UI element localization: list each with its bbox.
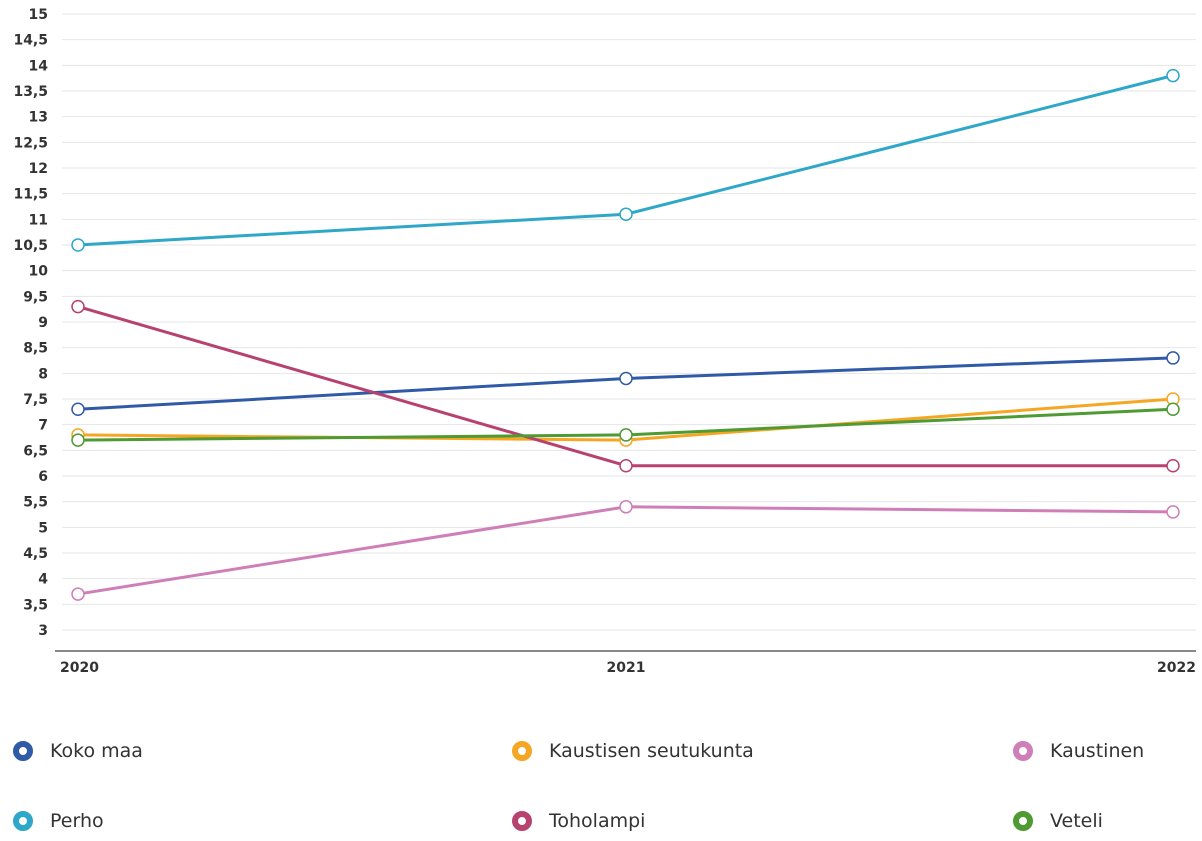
y-tick-label: 11,5 — [13, 187, 48, 203]
series-points — [71, 68, 1180, 601]
series-lines — [76, 74, 1175, 596]
y-tick-label: 13,5 — [13, 84, 48, 100]
x-tick-label: 2020 — [60, 660, 99, 676]
y-tick-label: 7,5 — [23, 392, 48, 408]
y-tick-label: 10 — [29, 264, 49, 280]
legend-label: Veteli — [1050, 810, 1103, 832]
legend-marker-icon — [512, 741, 532, 761]
legend-item-toholampi[interactable]: Toholampi — [512, 801, 645, 841]
y-tick-label: 9 — [38, 315, 48, 331]
legend-label: Kaustinen — [1050, 740, 1145, 762]
legend-item-perho[interactable]: Perho — [13, 801, 104, 841]
data-point[interactable] — [1166, 458, 1180, 473]
y-tick-label: 5,5 — [23, 495, 48, 511]
data-point[interactable] — [619, 458, 633, 473]
data-point[interactable] — [619, 207, 633, 221]
data-point[interactable] — [71, 433, 85, 447]
legend-marker-icon — [512, 811, 532, 831]
data-point[interactable] — [1166, 402, 1180, 417]
legend-label: Perho — [50, 810, 104, 832]
y-tick-label: 8,5 — [23, 341, 48, 357]
data-point[interactable] — [71, 238, 85, 252]
legend: Koko maa Kaustisen seutukunta Kaustinen … — [0, 718, 1202, 835]
data-point[interactable] — [1166, 505, 1180, 519]
legend-marker-icon — [13, 741, 33, 761]
legend-marker-icon — [1013, 741, 1033, 761]
line-chart: 15 14,5 14 13,5 13 12,5 12 11,5 11 10,5 10 9,5 9 8,5 8… — [13, 7, 1196, 676]
y-tick-label: 15 — [29, 7, 48, 23]
y-tick-label: 12,5 — [13, 135, 48, 151]
y-tick-label: 11 — [29, 212, 48, 228]
y-tick-label: 3 — [38, 623, 48, 639]
legend-item-kaustisen-seutukunta[interactable]: Kaustisen seutukunta — [512, 731, 754, 771]
legend-marker-icon — [1013, 811, 1033, 831]
y-tick-label: 5 — [38, 520, 48, 536]
legend-marker-icon — [13, 811, 33, 831]
legend-item-koko-maa[interactable]: Koko maa — [13, 731, 143, 771]
y-tick-label: 4 — [38, 572, 48, 588]
y-tick-label: 7 — [38, 418, 48, 434]
data-point[interactable] — [71, 402, 85, 417]
y-tick-label: 4,5 — [23, 546, 48, 562]
y-tick-label: 6,5 — [23, 443, 48, 459]
series-line — [76, 505, 1175, 596]
y-tick-label: 8 — [38, 366, 48, 382]
legend-item-veteli[interactable]: Veteli — [1013, 801, 1103, 841]
y-tick-label: 14,5 — [13, 33, 48, 49]
y-tick-label: 6 — [38, 469, 48, 485]
data-point[interactable] — [71, 587, 85, 601]
x-tick-label: 2021 — [607, 660, 646, 676]
y-tick-label: 10,5 — [13, 238, 48, 254]
data-point[interactable] — [619, 428, 633, 442]
legend-label: Koko maa — [50, 740, 143, 762]
y-tick-label: 12 — [29, 161, 48, 177]
x-axis: 2020 2021 2022 — [55, 650, 1196, 676]
data-point[interactable] — [619, 371, 633, 386]
legend-item-kaustinen[interactable]: Kaustinen — [1013, 731, 1144, 771]
y-tick-label: 13 — [29, 110, 48, 126]
data-point[interactable] — [1166, 68, 1180, 83]
legend-label: Toholampi — [549, 810, 646, 832]
gridlines — [62, 13, 1196, 631]
data-point[interactable] — [71, 299, 85, 314]
y-tick-label: 14 — [29, 58, 49, 74]
y-tick-label: 3,5 — [23, 597, 48, 613]
chart-canvas: 15 14,5 14 13,5 13 12,5 12 11,5 11 10,5 10 9,5 9 8,5 8… — [13, 7, 1196, 676]
y-tick-label: 9,5 — [23, 289, 48, 305]
legend-label: Kaustisen seutukunta — [549, 740, 754, 762]
data-point[interactable] — [1166, 351, 1180, 365]
x-tick-label: 2022 — [1157, 660, 1196, 676]
data-point[interactable] — [619, 500, 633, 514]
y-axis-ticks: 15 14,5 14 13,5 13 12,5 12 11,5 11 10,5 10 9,5 9 8,5 8… — [13, 7, 48, 639]
